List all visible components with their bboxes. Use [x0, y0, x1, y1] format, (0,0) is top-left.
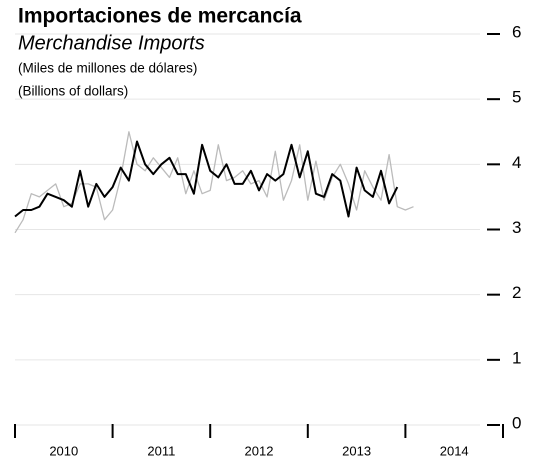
- y-tick-label: 3: [512, 218, 521, 237]
- unit-label: (Billions of dollars): [18, 84, 128, 99]
- x-tick-label: 2014: [440, 443, 469, 458]
- y-tick-label: 0: [512, 413, 521, 432]
- unit-label: (Miles de millones de dólares): [18, 61, 197, 76]
- chart-subtitle: Merchandise Imports: [18, 32, 205, 54]
- chart-title: Importaciones de mercancía: [18, 5, 302, 28]
- series-line: [14, 140, 399, 218]
- x-tick-label: 2010: [49, 443, 78, 458]
- y-tick-label: 4: [512, 153, 521, 172]
- series-line: [14, 131, 414, 234]
- x-tick-label: 2013: [342, 443, 371, 458]
- y-tick-label: 5: [512, 88, 521, 107]
- x-tick-label: 2012: [245, 443, 274, 458]
- y-tick-label: 6: [512, 22, 521, 41]
- y-tick-label: 1: [512, 348, 521, 367]
- x-tick-label: 2011: [147, 443, 175, 458]
- y-tick-label: 2: [512, 283, 521, 302]
